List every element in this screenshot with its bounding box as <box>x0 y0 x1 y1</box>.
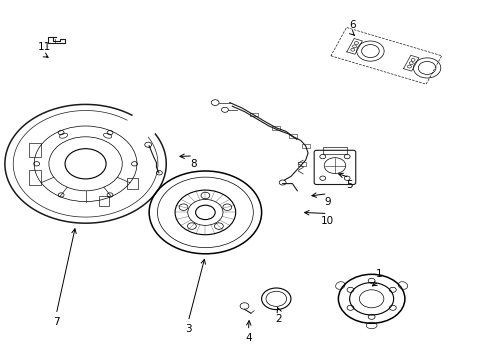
Text: 9: 9 <box>324 197 330 207</box>
Text: 7: 7 <box>53 317 60 327</box>
Text: 11: 11 <box>37 42 51 52</box>
Bar <box>297 162 305 166</box>
Bar <box>272 126 280 130</box>
Text: 6: 6 <box>348 20 355 30</box>
Bar <box>289 134 297 138</box>
Bar <box>301 144 309 148</box>
Bar <box>29 143 41 157</box>
Text: 1: 1 <box>375 269 382 279</box>
Bar <box>99 195 109 206</box>
Text: 5: 5 <box>346 180 352 190</box>
Text: 3: 3 <box>184 324 191 334</box>
Text: 10: 10 <box>321 216 333 226</box>
Bar <box>126 178 137 189</box>
Text: 4: 4 <box>244 333 251 343</box>
Text: 2: 2 <box>275 314 282 324</box>
Bar <box>29 170 41 185</box>
Bar <box>322 148 346 154</box>
Bar <box>250 113 258 116</box>
Text: 8: 8 <box>189 159 196 169</box>
